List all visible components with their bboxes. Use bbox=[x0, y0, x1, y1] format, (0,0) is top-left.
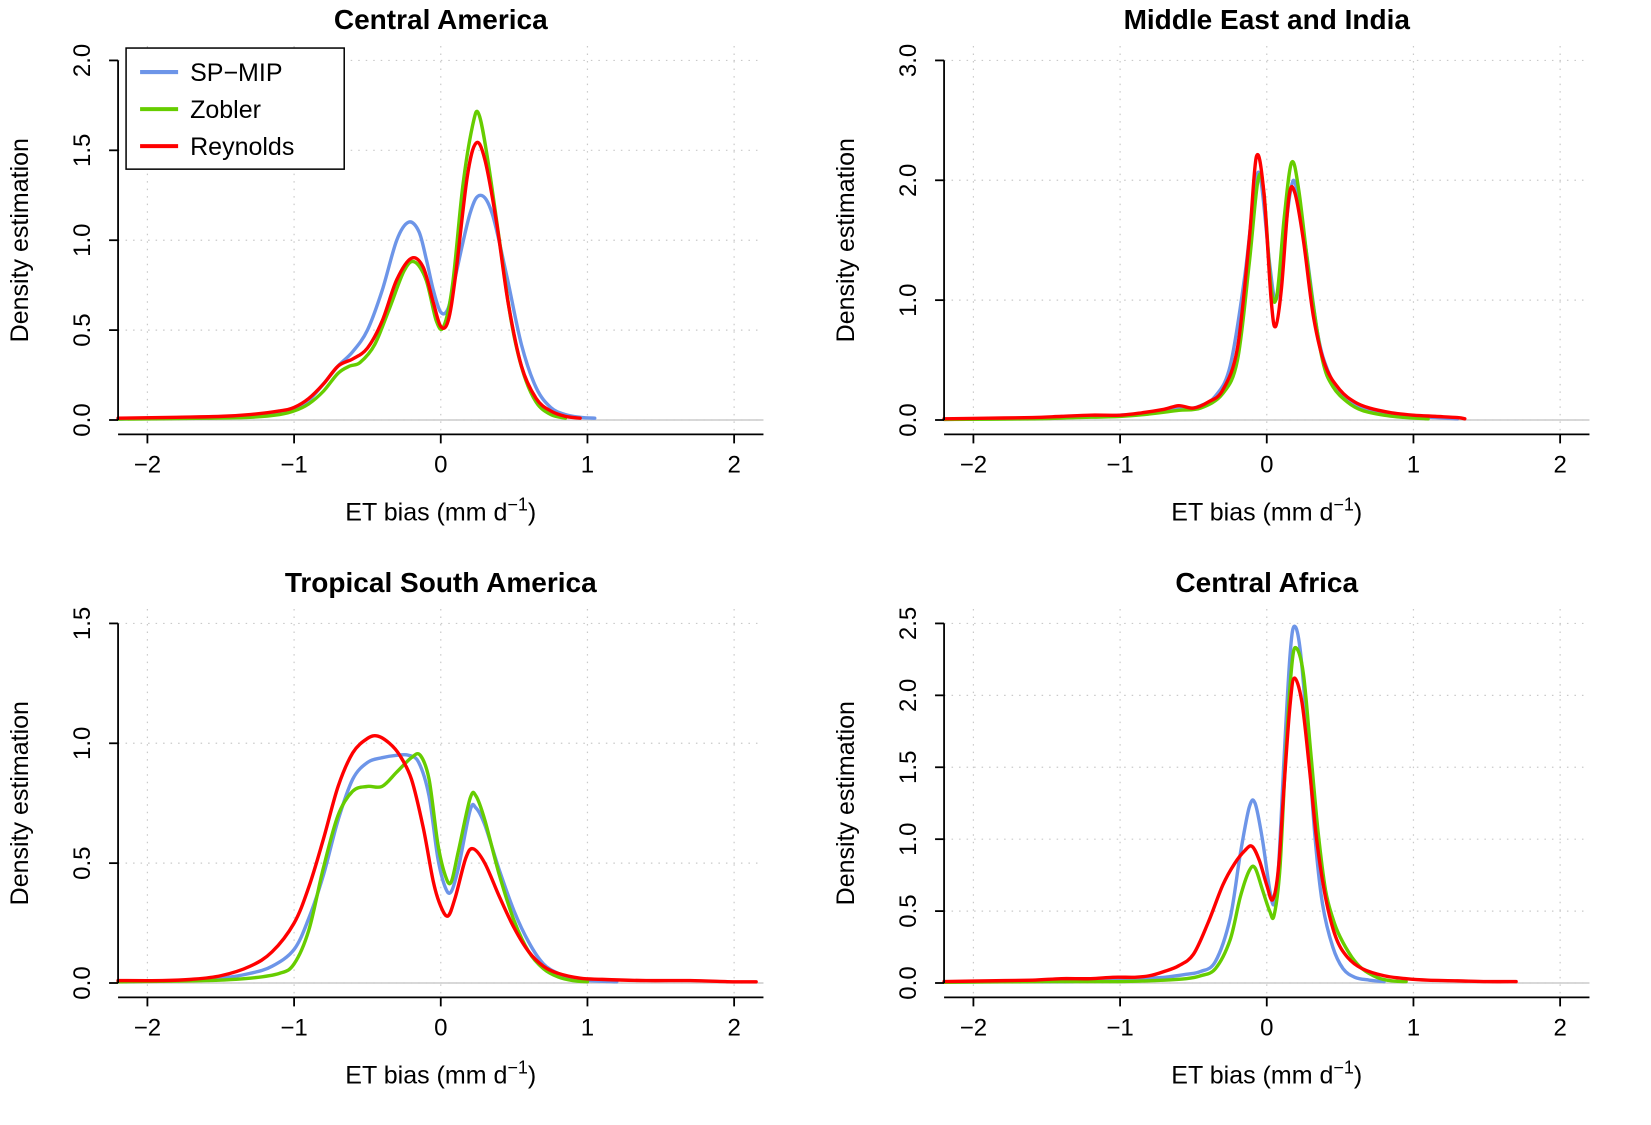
y-tick-label: 2.0 bbox=[895, 678, 922, 711]
y-axis-label: Density estimation bbox=[6, 138, 34, 342]
series-line-reynolds bbox=[116, 140, 582, 420]
x-tick-label: −2 bbox=[134, 451, 161, 478]
chart-svg-central-africa: −2 −1 0 1 2 0.0 0.5 1.0 1.5 2.0 2.5 Central Africa E… bbox=[832, 567, 1589, 1089]
y-tick-label: 2.5 bbox=[895, 606, 922, 639]
y-axis-label: Density estimation bbox=[832, 138, 860, 342]
x-tick-label: −2 bbox=[134, 1014, 161, 1041]
series-line-reynolds bbox=[941, 675, 1518, 983]
y-tick-label: 0.5 bbox=[69, 846, 96, 879]
series-line-zobler bbox=[941, 645, 1408, 984]
x-tick-label: 0 bbox=[1260, 1014, 1273, 1041]
x-tick-label: 1 bbox=[1406, 451, 1419, 478]
x-tick-label: 2 bbox=[727, 451, 740, 478]
x-tick-label: 2 bbox=[1553, 1014, 1566, 1041]
chart-svg-central-america: −2 −1 0 1 2 0.0 0.5 1.0 1.5 2.0 Central America ET … bbox=[6, 4, 764, 526]
x-tick-label: 0 bbox=[434, 451, 447, 478]
legend-label-reynolds: Reynolds bbox=[190, 133, 294, 161]
y-tick-label: 1.0 bbox=[895, 283, 922, 316]
x-tick-label: 1 bbox=[1406, 1014, 1419, 1041]
y-tick-label: 1.5 bbox=[69, 606, 96, 639]
chart-svg-tropical-south-america: −2 −1 0 1 2 0.0 0.5 1.0 1.5 Tropical South Americ… bbox=[6, 567, 764, 1089]
series-line-sp-mip bbox=[941, 624, 1386, 984]
x-tick-label: 2 bbox=[727, 1014, 740, 1041]
x-tick-label: 1 bbox=[581, 1014, 594, 1041]
x-tick-label: −1 bbox=[280, 451, 307, 478]
y-axis-label: Density estimation bbox=[6, 701, 34, 905]
x-tick-label: −1 bbox=[280, 1014, 307, 1041]
y-axis-label: Density estimation bbox=[832, 701, 860, 905]
y-tick-label: 1.5 bbox=[895, 750, 922, 783]
x-tick-label: 0 bbox=[1260, 451, 1273, 478]
x-axis-label: ET bias (mm d−1) bbox=[345, 1057, 536, 1089]
x-tick-label: −2 bbox=[959, 451, 986, 478]
x-axis-label: ET bias (mm d−1) bbox=[1171, 1057, 1362, 1089]
y-tick-label: 1.0 bbox=[69, 224, 96, 257]
panel-tropical-south-america: −2 −1 0 1 2 0.0 0.5 1.0 1.5 Tropical South Americ… bbox=[0, 562, 826, 1125]
x-axis-label: ET bias (mm d−1) bbox=[345, 494, 536, 526]
series-line-sp-mip bbox=[941, 170, 1459, 422]
series-line-sp-mip bbox=[116, 752, 619, 983]
y-tick-label: 0.0 bbox=[69, 403, 96, 436]
x-tick-label: −1 bbox=[1106, 451, 1133, 478]
x-tick-label: 2 bbox=[1553, 451, 1566, 478]
x-axis-label: ET bias (mm d−1) bbox=[1171, 494, 1362, 526]
series-line-zobler bbox=[116, 751, 590, 983]
y-tick-label: 2.0 bbox=[895, 164, 922, 197]
panel-central-africa: −2 −1 0 1 2 0.0 0.5 1.0 1.5 2.0 2.5 Central Africa E… bbox=[825, 562, 1651, 1125]
panel-middle-east-and-india: −2 −1 0 1 2 0.0 1.0 2.0 3.0 Middle East and India… bbox=[825, 0, 1651, 563]
series-line-zobler bbox=[941, 159, 1430, 422]
x-tick-label: −2 bbox=[959, 1014, 986, 1041]
y-tick-label: 1.0 bbox=[69, 726, 96, 759]
chart-svg-middle-east-and-india: −2 −1 0 1 2 0.0 1.0 2.0 3.0 Middle East and India… bbox=[832, 4, 1589, 526]
y-tick-label: 3.0 bbox=[895, 44, 922, 77]
series-line-sp-mip bbox=[116, 193, 597, 421]
y-tick-label: 1.5 bbox=[69, 134, 96, 167]
y-tick-label: 0.0 bbox=[895, 966, 922, 999]
x-tick-label: 0 bbox=[434, 1014, 447, 1041]
panel-central-america: −2 −1 0 1 2 0.0 0.5 1.0 1.5 2.0 Central America ET … bbox=[0, 0, 826, 563]
y-tick-label: 1.0 bbox=[895, 822, 922, 855]
y-tick-label: 0.5 bbox=[895, 894, 922, 927]
x-tick-label: 1 bbox=[581, 451, 594, 478]
y-tick-label: 0.5 bbox=[69, 313, 96, 346]
y-tick-label: 2.0 bbox=[69, 44, 96, 77]
series-line-reynolds bbox=[116, 733, 758, 984]
chart-title: Central Africa bbox=[1175, 567, 1358, 598]
legend: SP−MIP Zobler Reynolds bbox=[125, 47, 345, 170]
legend-label-sp-mip: SP−MIP bbox=[190, 59, 282, 87]
x-tick-label: −1 bbox=[1106, 1014, 1133, 1041]
chart-title: Central America bbox=[334, 4, 548, 35]
chart-title: Middle East and India bbox=[1123, 4, 1410, 35]
y-tick-label: 0.0 bbox=[895, 403, 922, 436]
series-line-reynolds bbox=[941, 152, 1466, 421]
legend-label-zobler: Zobler bbox=[190, 96, 261, 124]
chart-title: Tropical South America bbox=[285, 567, 597, 598]
y-tick-label: 0.0 bbox=[69, 966, 96, 999]
